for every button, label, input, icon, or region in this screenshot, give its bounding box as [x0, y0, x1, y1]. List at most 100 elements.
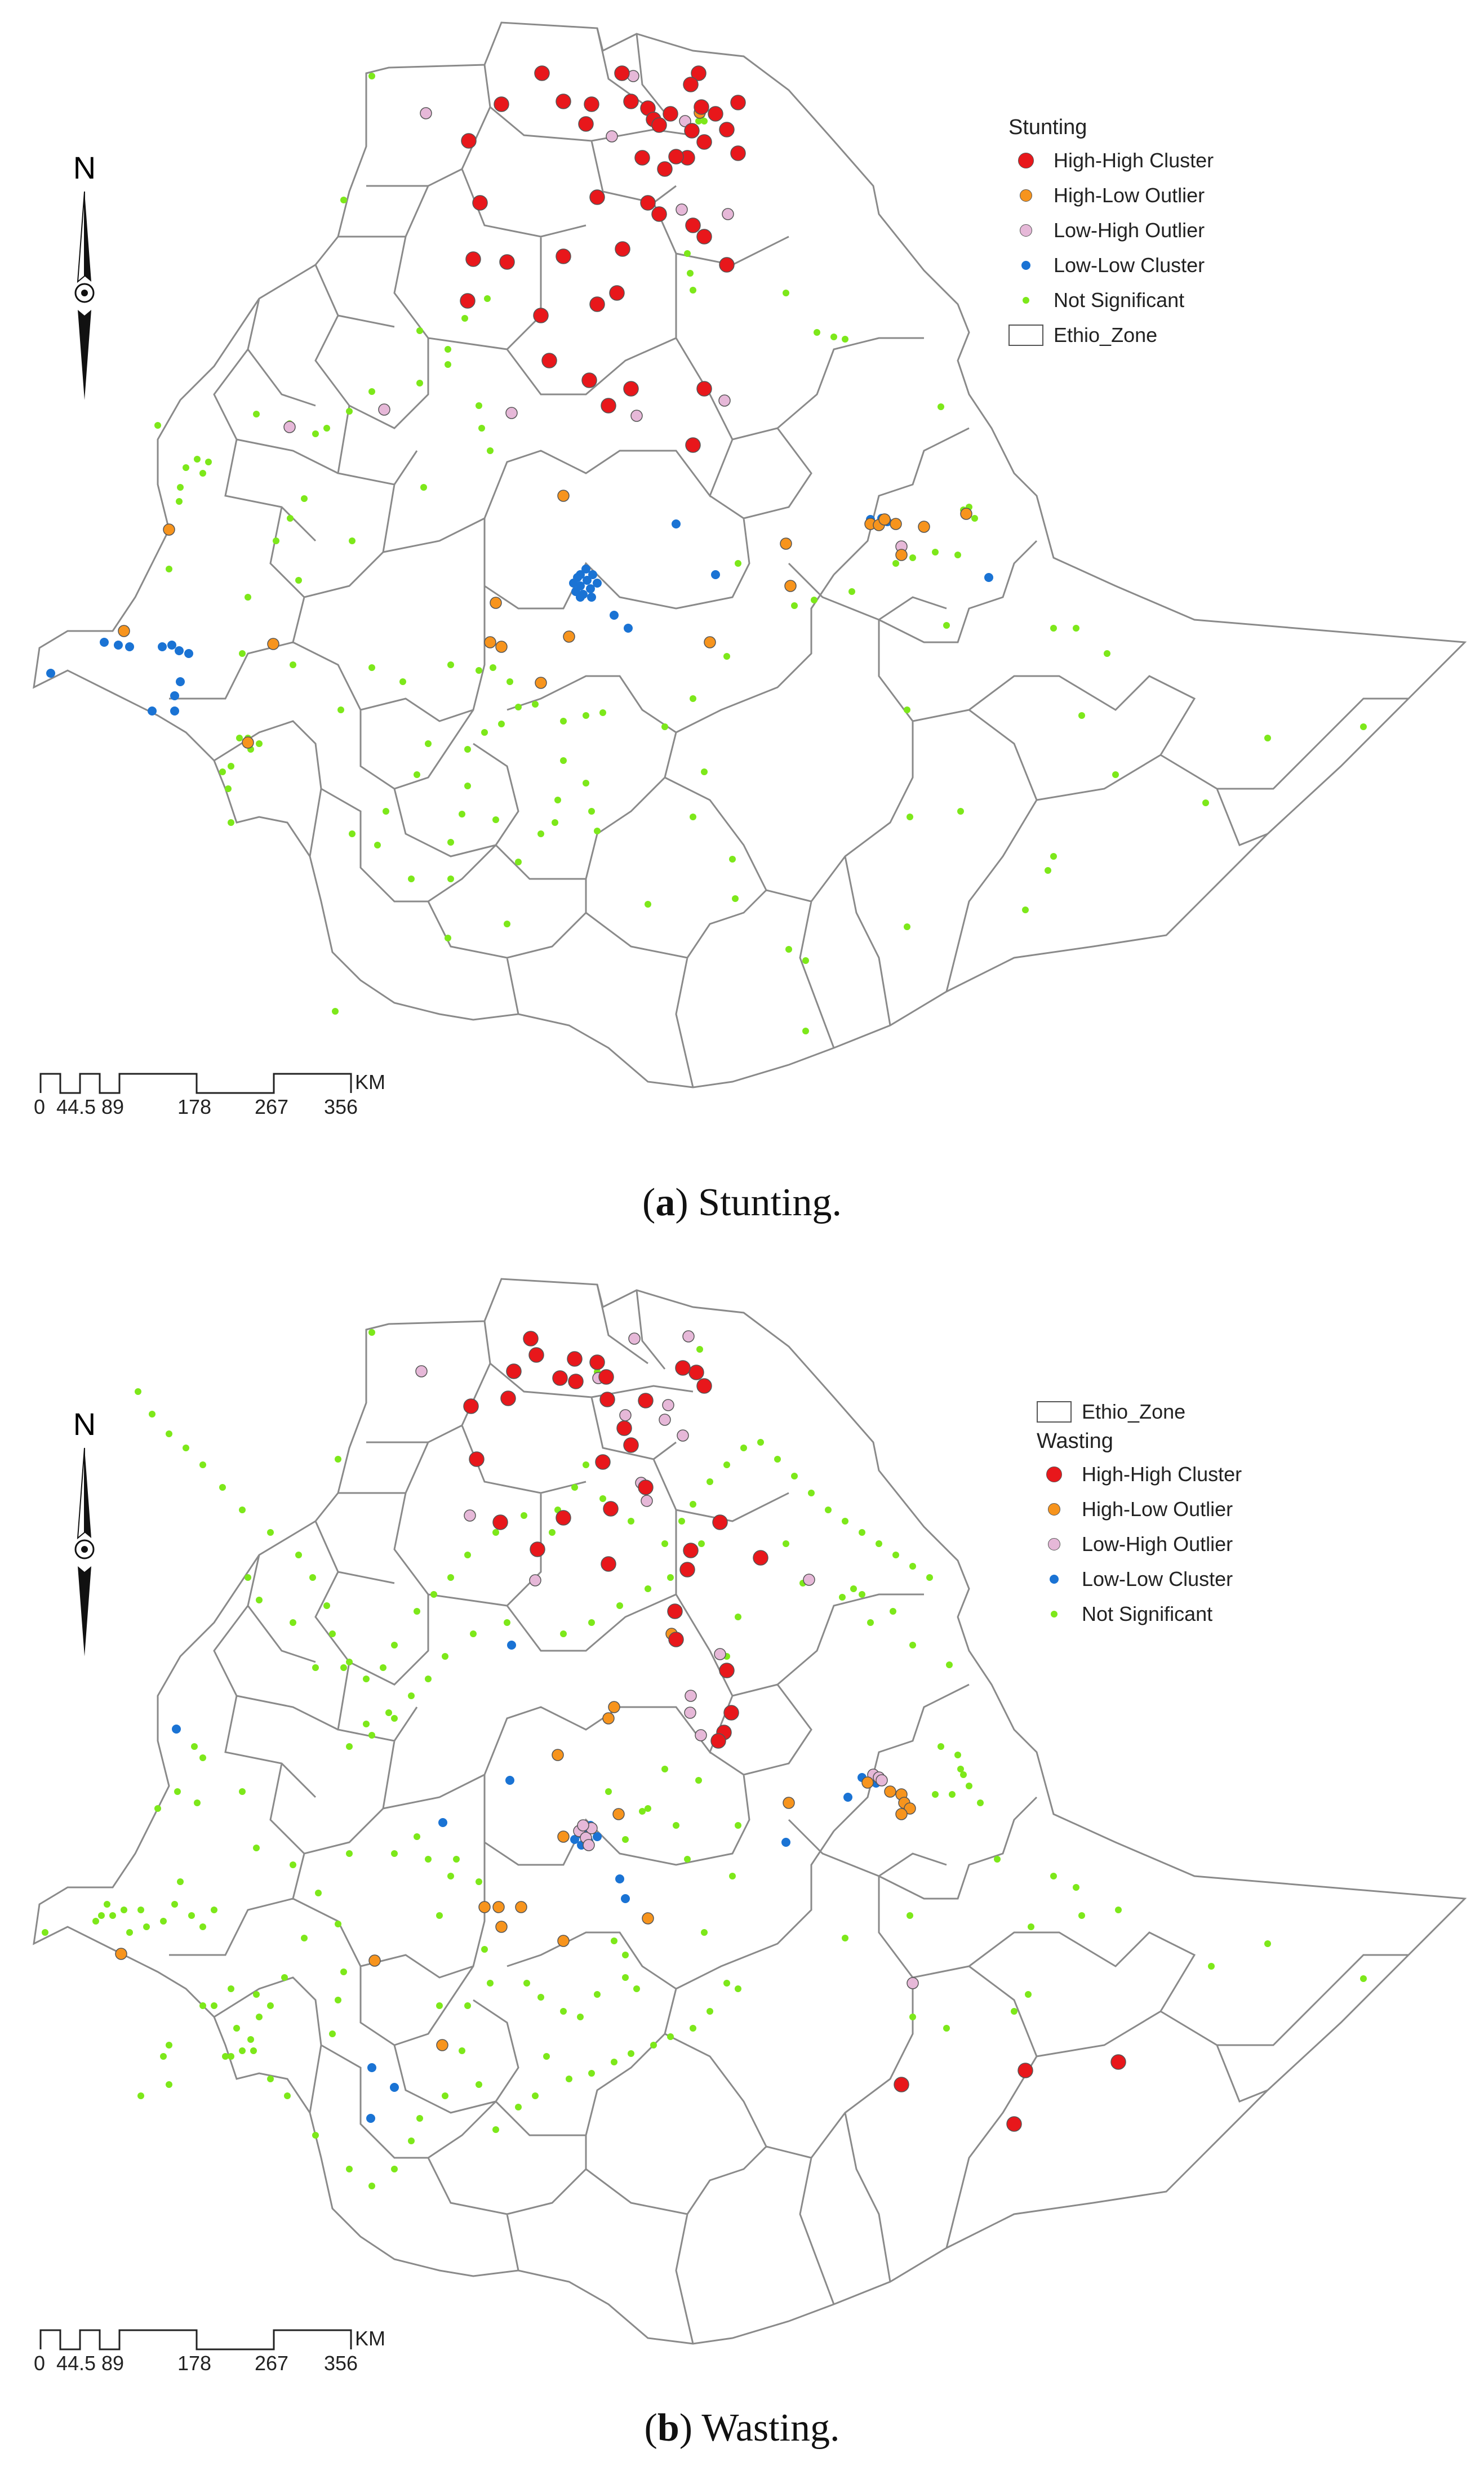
cluster-point-ns	[391, 2166, 398, 2172]
cluster-point-ns	[954, 1752, 961, 1758]
cluster-point-hh	[595, 1454, 611, 1470]
cluster-point-hh	[668, 1632, 684, 1647]
cluster-point-ns	[425, 1856, 432, 1863]
cluster-point-ns	[842, 1935, 848, 1941]
cluster-point-ns	[850, 1585, 857, 1592]
cluster-point-ns	[284, 2092, 291, 2099]
cluster-point-ns	[183, 1445, 189, 1451]
cluster-point-ll	[507, 1641, 516, 1650]
cluster-point-ns	[447, 661, 454, 668]
cluster-point-hh	[668, 149, 684, 165]
cluster-point-ns	[312, 1664, 319, 1671]
cluster-point-lh	[606, 130, 618, 143]
cluster-point-ns	[735, 1822, 741, 1829]
cluster-point-hh	[663, 106, 678, 122]
cluster-point-ns	[166, 1430, 172, 1437]
map-canvas-wasting	[33, 1278, 1467, 2345]
cluster-point-ns	[340, 197, 347, 203]
legend-title: Stunting	[1008, 115, 1087, 139]
cluster-point-lh	[583, 1839, 595, 1851]
cluster-point-hl	[492, 1901, 505, 1913]
cluster-point-ns	[380, 1664, 386, 1671]
cluster-point-hl	[918, 521, 930, 533]
cluster-point-ns	[791, 1473, 798, 1479]
cluster-point-ll	[570, 1835, 579, 1844]
cluster-point-ns	[481, 1946, 488, 1953]
cluster-point-ns	[228, 2053, 234, 2060]
cluster-point-ns	[368, 1329, 375, 1336]
cluster-point-ns	[938, 403, 944, 410]
cluster-point-ns	[695, 1777, 702, 1784]
cluster-point-hl	[535, 677, 547, 689]
scale-bar: KM 0 44.5 89 178 267 356	[34, 2327, 394, 2376]
cluster-point-hh	[730, 95, 746, 110]
cluster-point-ns	[199, 470, 206, 477]
cluster-point-hh	[589, 296, 605, 312]
cluster-point-ns	[183, 464, 189, 471]
legend-item-not-significant: Not Significant	[1008, 283, 1214, 318]
cluster-point-ns	[785, 946, 792, 953]
cluster-point-hh	[684, 123, 700, 139]
cluster-point-hl	[642, 1912, 654, 1925]
cluster-point-ns	[994, 1856, 1001, 1863]
cluster-point-lh	[529, 1574, 541, 1587]
cluster-point-ns	[594, 828, 601, 834]
cluster-point-ns	[1078, 712, 1085, 719]
cluster-point-ns	[461, 315, 468, 322]
cluster-point-hl	[490, 597, 502, 609]
legend-label: High-High Cluster	[1054, 149, 1214, 172]
cluster-point-lh	[907, 1977, 919, 1989]
cluster-point-ns	[323, 425, 330, 432]
cluster-point-ns	[445, 935, 451, 941]
cluster-point-lh	[876, 1774, 888, 1787]
cluster-point-ns	[267, 2002, 274, 2009]
cluster-point-hh	[463, 1398, 479, 1414]
legend-wasting: Ethio_Zone Wasting High-High Cluster Hig…	[1037, 1394, 1242, 1632]
cluster-point-ns	[802, 1028, 809, 1034]
cluster-point-ns	[723, 1980, 730, 1987]
cluster-point-ns	[515, 2104, 522, 2110]
cluster-point-ns	[583, 780, 589, 786]
cluster-point-ns	[267, 1529, 274, 1536]
cluster-point-ns	[977, 1799, 984, 1806]
cluster-point-ns	[295, 577, 302, 584]
cluster-point-ns	[599, 709, 606, 716]
cluster-point-ns	[199, 1461, 206, 1468]
cluster-point-ll	[593, 579, 602, 588]
cluster-point-ns	[177, 484, 184, 491]
scale-label: 178	[177, 1095, 212, 1118]
legend-label: High-Low Outlier	[1054, 184, 1205, 207]
caption-text: Stunting.	[698, 1181, 842, 1224]
cluster-point-ns	[588, 2070, 595, 2077]
cluster-point-ns	[523, 1980, 530, 1987]
cluster-point-ns	[678, 1518, 685, 1525]
cluster-point-ns	[171, 1901, 178, 1908]
cluster-point-ns	[174, 1788, 181, 1795]
cluster-point-hl	[895, 1808, 908, 1820]
cluster-point-ns	[802, 957, 809, 964]
cluster-point-ns	[253, 1845, 260, 1851]
cluster-point-ns	[447, 839, 454, 846]
caption-stunting: (a) Stunting.	[642, 1181, 842, 1224]
cluster-point-ns	[487, 1980, 494, 1987]
cluster-point-ns	[729, 856, 736, 863]
cluster-point-ns	[611, 2059, 617, 2065]
cluster-point-ns	[191, 1743, 198, 1750]
cluster-point-hh	[688, 1365, 704, 1380]
cluster-point-hh	[469, 1451, 485, 1467]
cluster-point-ll	[576, 570, 585, 579]
cluster-point-ll	[984, 573, 993, 582]
cluster-point-ns	[839, 1594, 846, 1601]
cluster-point-hh	[578, 116, 594, 132]
cluster-point-ns	[723, 653, 730, 660]
cluster-point-lh	[415, 1365, 428, 1377]
cluster-point-hh	[461, 133, 477, 149]
cluster-point-hh	[616, 1420, 632, 1436]
cluster-point-ns	[340, 1968, 347, 1975]
cluster-point-ns	[349, 537, 356, 544]
cluster-point-ns	[476, 402, 482, 409]
cluster-point-hh	[584, 96, 599, 112]
cluster-point-ns	[346, 1850, 353, 1857]
cluster-point-hh	[567, 1351, 583, 1367]
cluster-point-ns	[907, 814, 913, 820]
